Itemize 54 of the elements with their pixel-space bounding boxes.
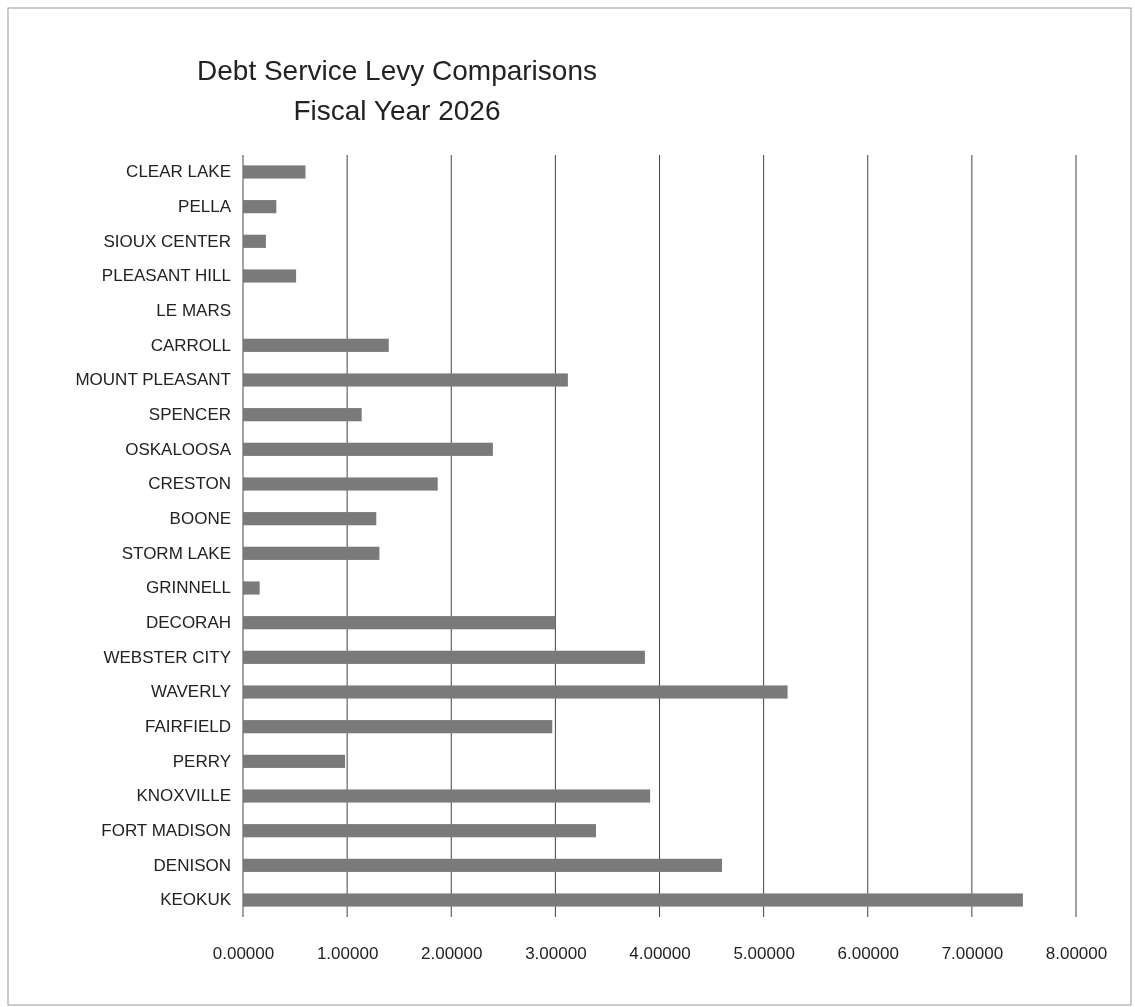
y-tick-label: SPENCER (148, 405, 231, 425)
bar (243, 477, 438, 491)
bar (243, 858, 722, 872)
bar (243, 720, 553, 734)
bar (243, 650, 645, 664)
bar (243, 269, 297, 283)
bar (243, 442, 493, 456)
x-tick-label: 2.00000 (421, 944, 483, 964)
y-tick-label: CARROLL (150, 335, 231, 355)
y-tick-label: BOONE (169, 509, 231, 529)
bar (243, 373, 568, 387)
x-tick-label: 8.00000 (1045, 944, 1108, 964)
bar (243, 200, 277, 214)
bar (243, 338, 389, 352)
y-tick-label: PELLA (178, 197, 232, 217)
x-tick-label: 0.00000 (212, 944, 275, 964)
y-tick-label: FAIRFIELD (145, 717, 231, 737)
bar (243, 581, 260, 595)
x-tick-label: 6.00000 (837, 944, 899, 964)
y-tick-label: DECORAH (145, 613, 231, 633)
y-tick-label: WEBSTER CITY (103, 647, 231, 667)
bar (243, 685, 788, 699)
x-tick-label: 4.00000 (629, 944, 691, 964)
bar (243, 616, 556, 630)
y-tick-label: PLEASANT HILL (101, 266, 231, 286)
y-tick-label: OSKALOOSA (125, 439, 232, 459)
x-tick-label: 3.00000 (525, 944, 587, 964)
bar (243, 234, 266, 248)
y-tick-label: LE MARS (156, 301, 231, 321)
chart-subtitle: Fiscal Year 2026 (293, 95, 501, 126)
bar (243, 546, 380, 560)
bar (243, 165, 306, 179)
y-tick-label: CRESTON (148, 474, 231, 494)
x-tick-label: 7.00000 (941, 944, 1004, 964)
y-tick-label: GRINNELL (145, 578, 231, 598)
x-tick-label: 1.00000 (316, 944, 379, 964)
y-tick-label: FORT MADISON (101, 821, 231, 841)
y-tick-label: PERRY (172, 751, 231, 771)
bar (243, 408, 362, 422)
bar (243, 824, 596, 838)
chart-title: Debt Service Levy Comparisons (197, 55, 597, 86)
x-tick-label: 5.00000 (733, 944, 795, 964)
bar (243, 789, 651, 803)
y-tick-label: CLEAR LAKE (126, 162, 231, 182)
y-tick-label: SIOUX CENTER (103, 231, 231, 251)
bar (243, 893, 1023, 907)
y-tick-label: KNOXVILLE (136, 786, 231, 806)
bar (243, 754, 346, 768)
y-tick-label: STORM LAKE (121, 543, 231, 563)
y-tick-label: DENISON (153, 855, 231, 875)
y-tick-label: WAVERLY (151, 682, 231, 702)
y-tick-label: MOUNT PLEASANT (75, 370, 231, 390)
bar (243, 512, 377, 526)
y-tick-label: KEOKUK (160, 890, 232, 910)
